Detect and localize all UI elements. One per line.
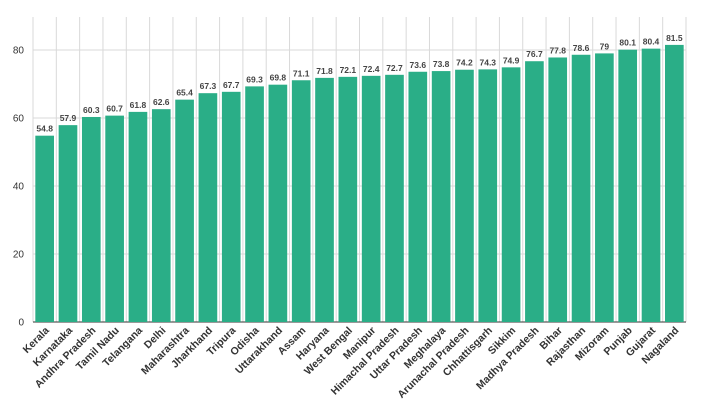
- y-tick-label: 20: [13, 250, 25, 261]
- data-label: 67.7: [223, 80, 240, 90]
- data-labels: 54.8 57.9 60.3 60.7 61.8 62.6 65.4 67.3 67.7 69.3…: [36, 33, 682, 134]
- data-label: 80.1: [619, 38, 636, 48]
- data-label: 57.9: [60, 113, 77, 123]
- bar: [571, 54, 591, 322]
- bar: [361, 75, 381, 322]
- bar: [268, 84, 288, 323]
- y-tick-label: 60: [13, 114, 25, 125]
- data-label: 74.3: [479, 57, 496, 67]
- bar: [315, 77, 334, 322]
- data-label: 61.8: [130, 100, 147, 110]
- data-label: 67.3: [200, 81, 217, 91]
- data-label: 76.7: [526, 49, 543, 59]
- bar: [408, 71, 428, 322]
- data-label: 71.1: [293, 68, 310, 78]
- data-label: 60.7: [106, 104, 123, 114]
- bar: [128, 111, 148, 322]
- bar: [641, 48, 661, 322]
- y-tick-label: 80: [13, 46, 25, 57]
- bar: [431, 71, 451, 322]
- bar: [455, 69, 474, 322]
- data-label: 62.6: [153, 97, 170, 107]
- bar: [595, 53, 614, 323]
- y-tick-label: 40: [13, 182, 25, 193]
- bar: [105, 115, 124, 323]
- bar: [291, 80, 311, 322]
- bar: [548, 57, 568, 322]
- bar: [385, 74, 404, 322]
- data-label: 72.1: [340, 65, 357, 75]
- data-label: 54.8: [36, 124, 53, 134]
- bar: [501, 67, 521, 322]
- bar: [338, 76, 358, 322]
- data-label: 73.8: [433, 59, 450, 69]
- data-label: 69.3: [246, 74, 263, 84]
- bar: [81, 116, 101, 322]
- bar: [665, 44, 684, 323]
- data-label: 72.7: [386, 63, 403, 73]
- bar: [221, 91, 241, 322]
- data-label: 65.4: [176, 88, 193, 98]
- data-label: 72.4: [363, 64, 380, 74]
- bar: [525, 61, 544, 322]
- data-label: 78.6: [573, 43, 590, 53]
- data-label: 80.4: [643, 37, 660, 47]
- bars: [35, 44, 684, 323]
- y-axis-ticks: 0 20 40 60 80: [13, 46, 25, 329]
- data-label: 77.8: [549, 45, 566, 55]
- bar: [151, 109, 171, 322]
- data-label: 79: [600, 41, 610, 51]
- data-label: 71.8: [316, 66, 333, 76]
- data-label: 74.2: [456, 58, 473, 68]
- bar: [58, 125, 78, 322]
- y-tick-label: 0: [18, 318, 24, 329]
- data-label: 81.5: [666, 33, 683, 43]
- data-label: 60.3: [83, 105, 100, 115]
- data-label: 74.9: [503, 55, 520, 65]
- bar: [245, 86, 264, 322]
- data-label: 73.6: [410, 60, 427, 70]
- bar: [198, 93, 218, 323]
- data-label: 69.8: [270, 73, 287, 83]
- bar: [175, 99, 194, 322]
- bar: [478, 69, 498, 322]
- bar: [618, 49, 638, 322]
- bar: [35, 135, 54, 322]
